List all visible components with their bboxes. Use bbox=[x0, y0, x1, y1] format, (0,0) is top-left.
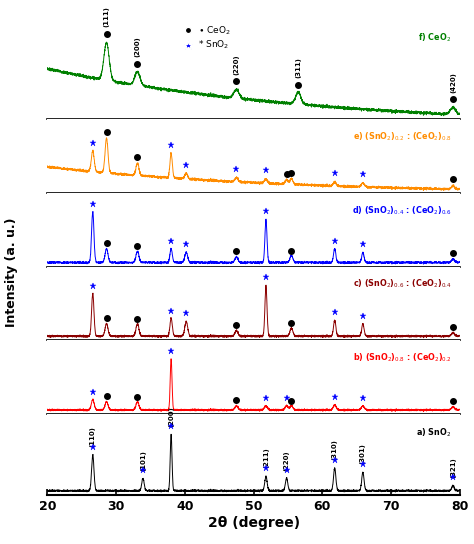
Text: (220): (220) bbox=[283, 450, 290, 471]
Text: (321): (321) bbox=[450, 457, 456, 478]
Text: (220): (220) bbox=[233, 54, 239, 75]
X-axis label: 2θ (degree): 2θ (degree) bbox=[208, 516, 300, 530]
Text: (311): (311) bbox=[295, 57, 301, 78]
Legend: $\bullet$ CeO$_2$, $*$ SnO$_2$: $\bullet$ CeO$_2$, $*$ SnO$_2$ bbox=[176, 21, 235, 55]
Text: f) CeO$_2$: f) CeO$_2$ bbox=[419, 32, 452, 44]
Text: (200): (200) bbox=[135, 36, 140, 57]
Text: b) (SnO$_2$)$_{0.8}$ : (CeO$_2$)$_{0.2}$: b) (SnO$_2$)$_{0.8}$ : (CeO$_2$)$_{0.2}$ bbox=[353, 351, 452, 364]
Text: e) (SnO$_2$)$_{0.2}$ : (CeO$_2$)$_{0.8}$: e) (SnO$_2$)$_{0.2}$ : (CeO$_2$)$_{0.8}$ bbox=[353, 131, 452, 143]
Text: a) SnO$_2$: a) SnO$_2$ bbox=[416, 426, 452, 438]
Text: c) (SnO$_2$)$_{0.6}$ : (CeO$_2$)$_{0.4}$: c) (SnO$_2$)$_{0.6}$ : (CeO$_2$)$_{0.4}$ bbox=[353, 278, 452, 290]
Text: (301): (301) bbox=[360, 443, 366, 465]
Text: (101): (101) bbox=[140, 450, 146, 471]
Text: d) (SnO$_2$)$_{0.4}$ : (CeO$_2$)$_{0.6}$: d) (SnO$_2$)$_{0.4}$ : (CeO$_2$)$_{0.6}$ bbox=[352, 204, 452, 217]
Text: (110): (110) bbox=[90, 426, 96, 447]
Text: (200): (200) bbox=[168, 406, 174, 427]
Text: Intensity (a. u.): Intensity (a. u.) bbox=[5, 217, 18, 327]
Text: (310): (310) bbox=[332, 440, 337, 460]
Text: (111): (111) bbox=[103, 7, 109, 27]
Text: (211): (211) bbox=[263, 447, 269, 468]
Text: (420): (420) bbox=[450, 72, 456, 92]
